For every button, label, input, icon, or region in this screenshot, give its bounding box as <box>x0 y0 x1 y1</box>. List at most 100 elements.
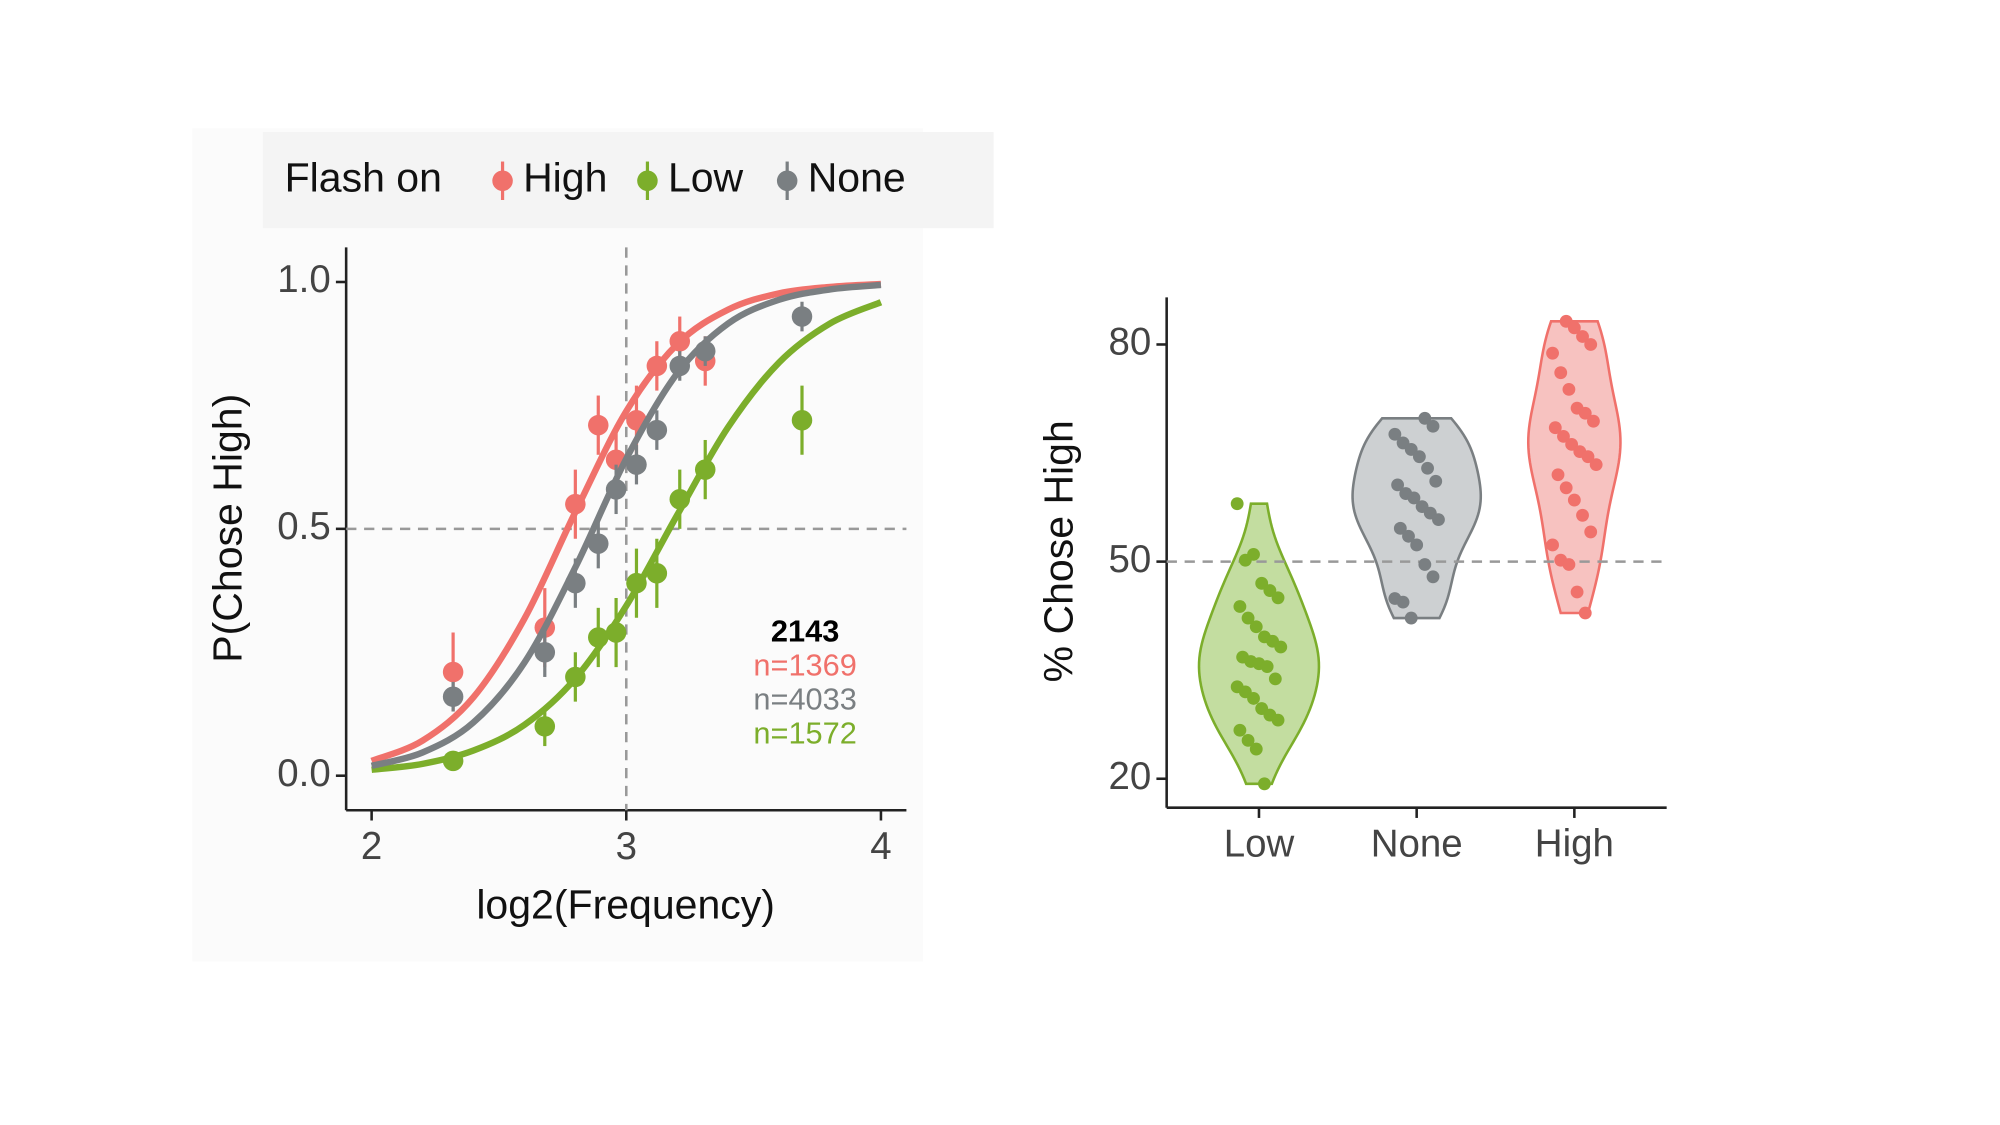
data-point <box>1407 491 1421 505</box>
legend-background <box>262 132 994 229</box>
data-point <box>1249 742 1263 756</box>
data-point <box>646 563 668 584</box>
data-point <box>442 661 464 683</box>
data-point <box>605 622 627 643</box>
data-point <box>1554 366 1568 380</box>
x-tick-label: 3 <box>616 825 637 868</box>
data-point <box>1567 493 1581 507</box>
data-point <box>534 716 556 737</box>
data-point <box>1410 538 1424 552</box>
data-point <box>1557 429 1570 443</box>
violin <box>1197 502 1321 786</box>
data-point <box>626 454 647 475</box>
y-axis-label: P(Chose High) <box>205 394 251 663</box>
violin <box>1526 320 1622 615</box>
data-point <box>1546 538 1559 552</box>
data-point <box>669 488 691 510</box>
y-tick-label: 50 <box>1109 538 1152 581</box>
data-point <box>1396 595 1410 609</box>
data-point <box>1570 585 1584 599</box>
legend-label: Low <box>668 155 744 201</box>
data-point <box>588 533 609 554</box>
data-point <box>1548 421 1562 435</box>
y-tick-label: 0.0 <box>277 752 330 795</box>
data-point <box>1247 691 1260 705</box>
x-tick-label: 2 <box>361 825 382 868</box>
x-tick-label: None <box>1371 822 1463 865</box>
legend-label: High <box>523 155 607 201</box>
data-point <box>605 479 627 500</box>
legend-title: Flash on <box>285 155 442 201</box>
y-tick-label: 80 <box>1109 321 1152 364</box>
data-point <box>1393 521 1407 535</box>
data-point <box>1551 468 1565 482</box>
data-point <box>588 627 609 648</box>
data-point <box>1271 713 1285 727</box>
data-point <box>1426 570 1440 584</box>
data-point <box>1562 382 1576 396</box>
data-point <box>1274 640 1288 654</box>
data-point <box>1421 461 1434 475</box>
data-point <box>1584 525 1598 539</box>
data-point <box>565 572 586 594</box>
y-tick-label: 1.0 <box>277 258 330 301</box>
data-point <box>669 330 691 352</box>
data-point <box>1567 321 1581 335</box>
data-point <box>1233 723 1247 737</box>
violin <box>1351 417 1483 620</box>
data-point <box>442 750 464 772</box>
data-point <box>1247 547 1260 561</box>
data-point <box>694 340 716 362</box>
data-point <box>1578 406 1592 420</box>
data-point <box>1233 600 1247 613</box>
data-point <box>1230 497 1244 511</box>
data-point <box>1402 529 1415 543</box>
data-point <box>1584 338 1598 351</box>
annotation: n=4033 <box>753 681 856 716</box>
data-point <box>1391 478 1405 492</box>
legend-key <box>776 170 798 192</box>
x-axis-label: log2(Frequency) <box>476 882 775 928</box>
data-point <box>565 666 586 688</box>
data-point <box>1432 513 1445 527</box>
data-point <box>1426 419 1440 433</box>
data-point <box>1589 458 1603 472</box>
data-point <box>1241 611 1255 625</box>
data-point <box>588 414 609 436</box>
x-tick-label: 4 <box>870 825 891 868</box>
data-point <box>442 686 464 707</box>
data-point <box>1578 606 1592 620</box>
data-point <box>1576 330 1589 343</box>
data-point <box>1429 474 1443 488</box>
legend-key <box>492 170 513 192</box>
data-point <box>1241 733 1255 747</box>
data-point <box>1546 346 1559 360</box>
legend-key <box>637 170 658 192</box>
data-point <box>626 572 647 594</box>
y-axis-label: % Chose High <box>1035 420 1081 682</box>
data-point <box>1418 411 1432 425</box>
data-point <box>669 355 691 377</box>
data-point <box>1559 481 1573 495</box>
annotation: n=1572 <box>753 715 856 750</box>
y-tick-label: 0.5 <box>277 505 330 548</box>
data-point <box>1388 427 1402 441</box>
data-point <box>791 409 813 431</box>
data-point <box>1249 620 1263 634</box>
data-point <box>694 459 716 480</box>
y-tick-label: 20 <box>1109 755 1152 798</box>
data-point <box>565 493 586 515</box>
data-point <box>1576 508 1589 522</box>
data-point <box>1258 777 1271 791</box>
data-point <box>1268 672 1282 686</box>
data-point <box>1562 558 1576 571</box>
data-point <box>1271 591 1285 605</box>
legend-label: None <box>808 155 906 201</box>
data-point <box>1418 558 1432 571</box>
data-point <box>1412 450 1426 464</box>
data-point <box>646 355 668 377</box>
data-point <box>1587 414 1600 428</box>
data-point <box>646 419 668 441</box>
data-point <box>791 306 813 327</box>
